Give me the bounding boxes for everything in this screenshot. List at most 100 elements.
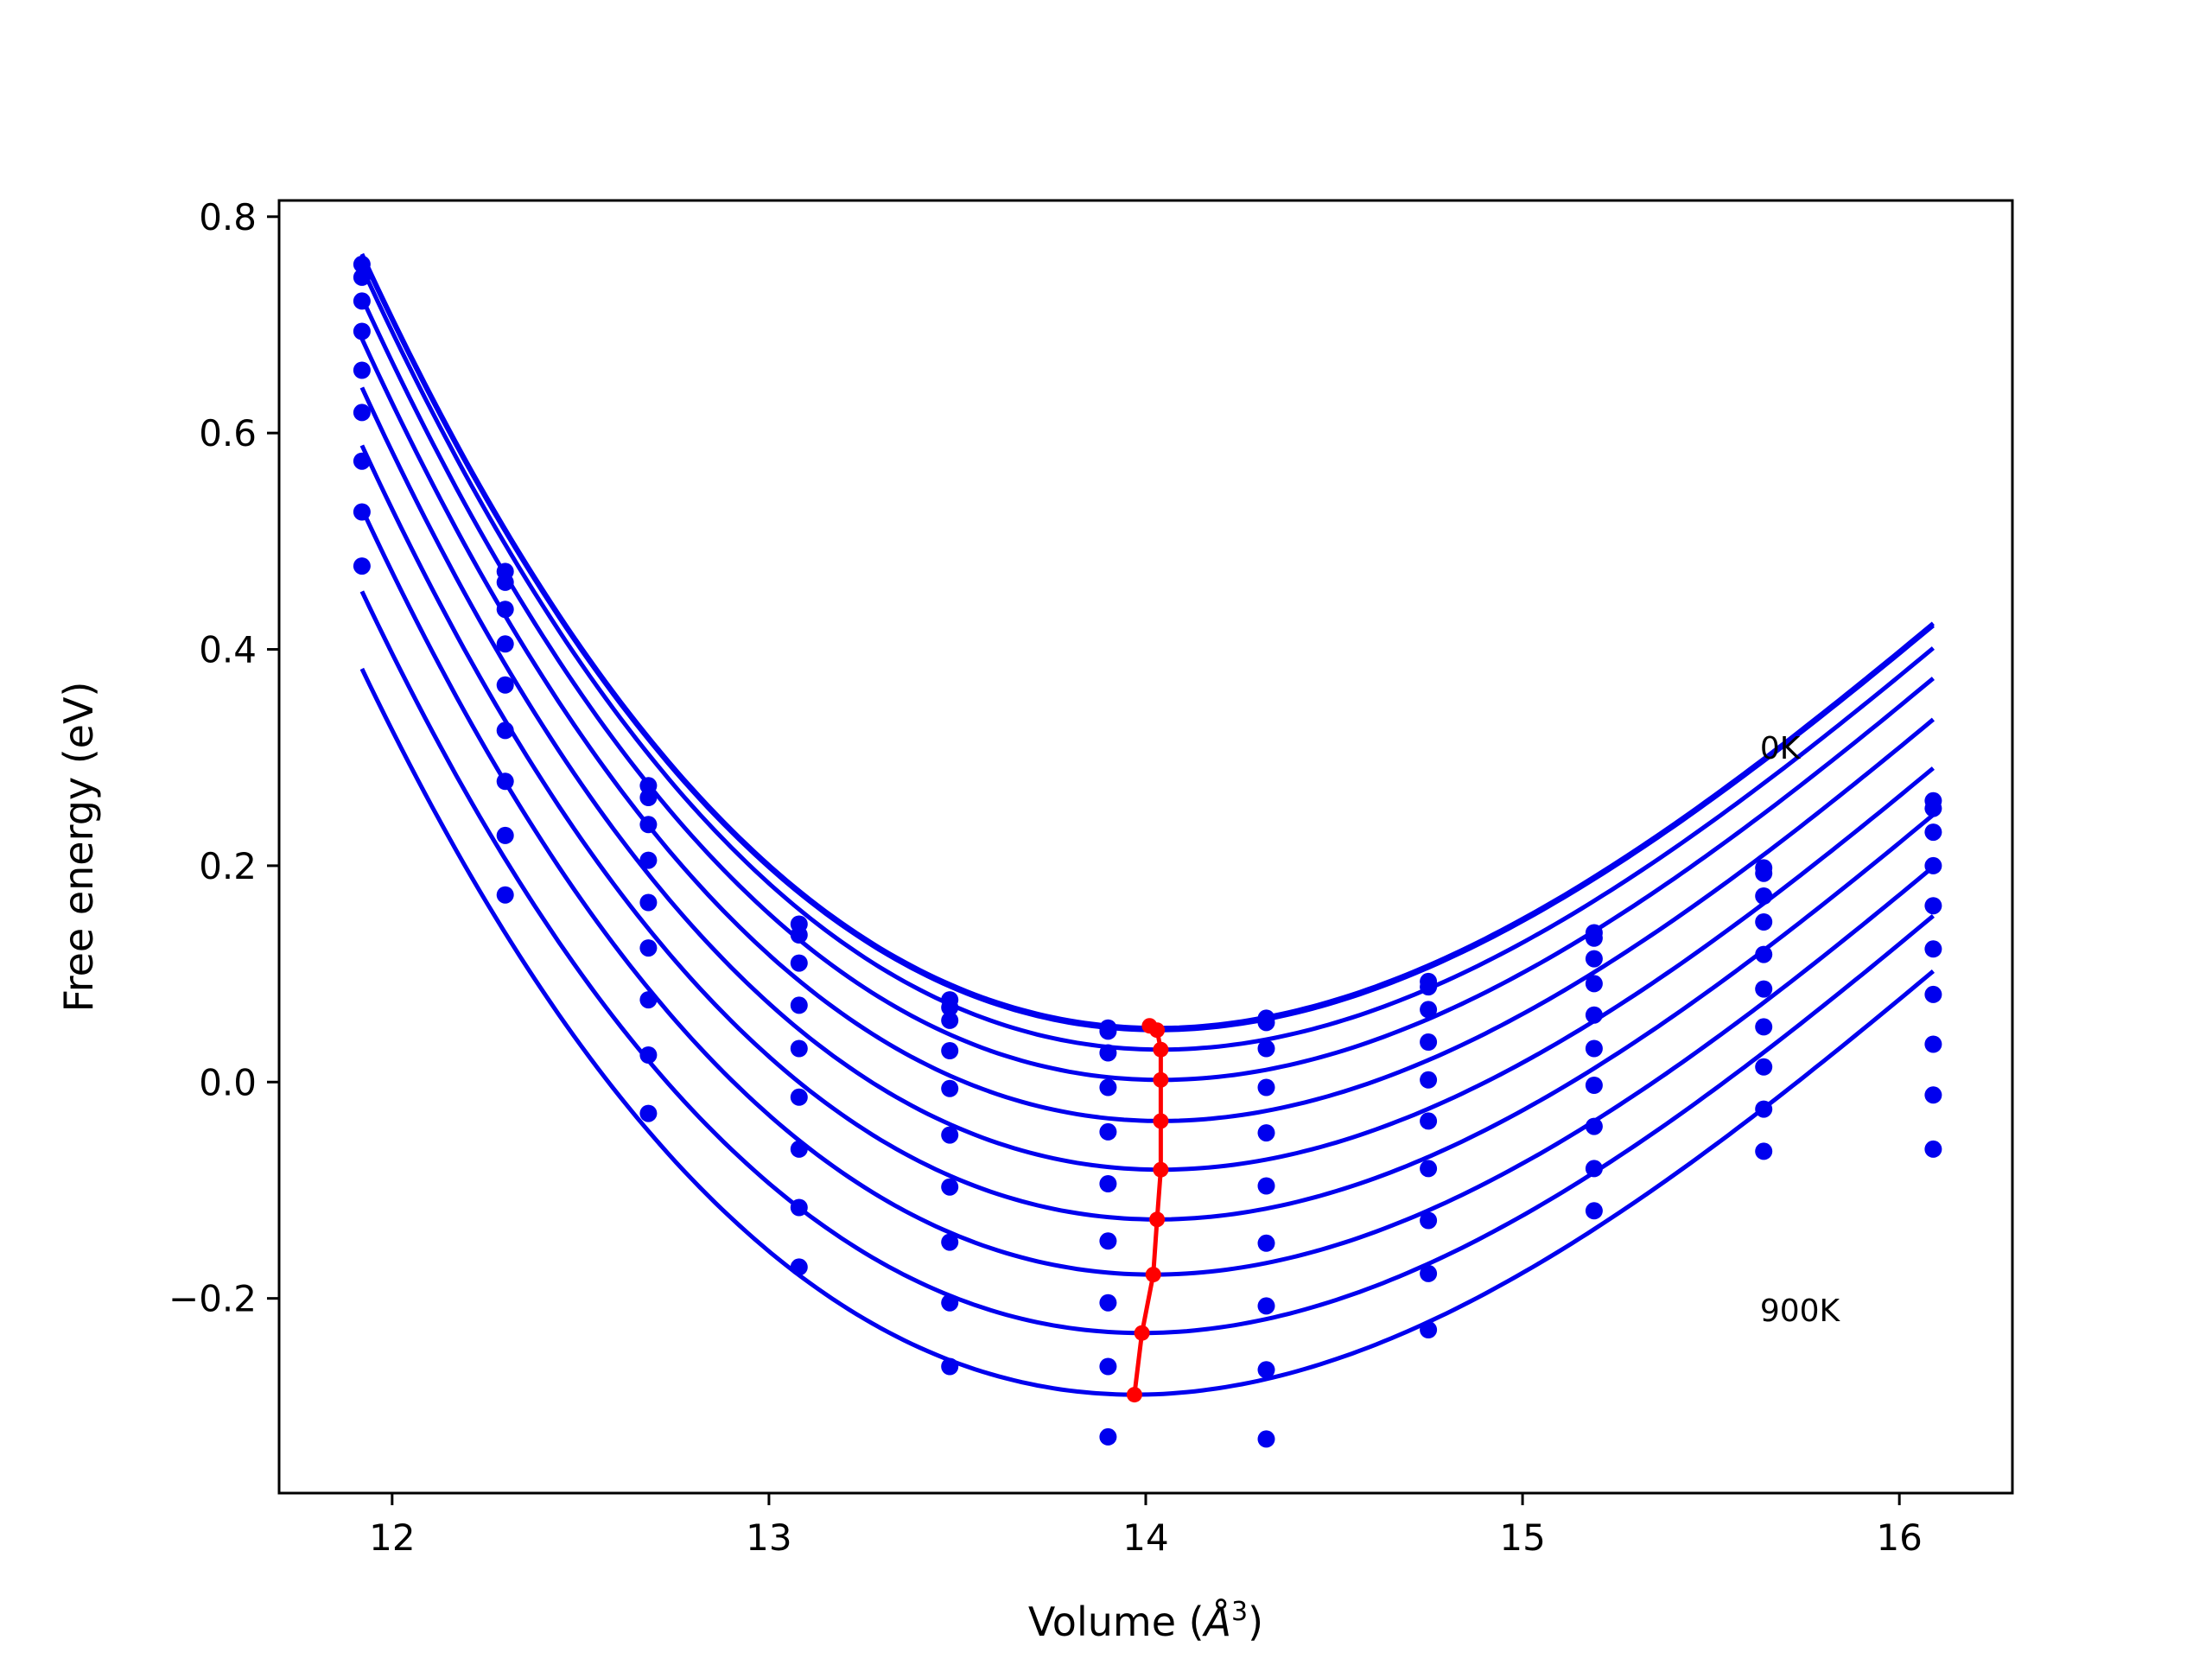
- fit-curve-9: [359, 667, 1936, 1397]
- x-axis-label-close: ): [1248, 1599, 1263, 1645]
- data-point-6-8: [1585, 1077, 1603, 1094]
- data-point-1-0: [353, 268, 371, 286]
- minimum-point-5: [1153, 1161, 1169, 1178]
- data-point-8-0: [353, 557, 371, 575]
- data-point-8-4: [941, 1294, 959, 1312]
- data-point-2-6: [1257, 1039, 1275, 1058]
- data-point-6-4: [941, 1178, 959, 1196]
- x-axis-label-exponent: 3: [1231, 1597, 1248, 1627]
- data-point-7-8: [1585, 1117, 1603, 1135]
- data-point-6-10: [1924, 985, 1942, 1003]
- data-point-6-1: [496, 772, 514, 791]
- minimum-point-2: [1153, 1041, 1169, 1058]
- data-point-9-6: [1257, 1430, 1275, 1448]
- data-point-4-8: [1585, 1006, 1603, 1024]
- data-point-1-7: [1420, 978, 1438, 996]
- data-point-8-5: [1099, 1357, 1117, 1376]
- data-point-7-9: [1755, 1058, 1773, 1076]
- data-point-2-3: [790, 954, 808, 972]
- data-point-8-6: [1257, 1361, 1275, 1379]
- data-point-7-3: [790, 1198, 808, 1217]
- data-point-1-1: [496, 573, 514, 591]
- x-tick-label-4: 16: [1876, 1516, 1922, 1559]
- data-point-6-0: [353, 452, 371, 470]
- data-point-5-7: [1420, 1112, 1438, 1130]
- data-point-7-4: [941, 1233, 959, 1251]
- data-point-6-7: [1420, 1160, 1438, 1178]
- data-point-2-9: [1755, 887, 1773, 905]
- minimum-point-6: [1149, 1211, 1166, 1228]
- data-point-1-9: [1755, 864, 1773, 882]
- data-point-4-10: [1924, 897, 1942, 915]
- data-point-2-10: [1924, 823, 1942, 842]
- data-point-8-2: [639, 1104, 658, 1122]
- data-points: [353, 255, 1942, 1448]
- data-point-7-2: [639, 1046, 658, 1064]
- y-tick-label-3: 0.4: [199, 629, 257, 671]
- y-tick-label-0: −0.2: [168, 1278, 257, 1320]
- x-tick-label-3: 15: [1499, 1516, 1545, 1559]
- y-axis-ticks: −0.2 0.0 0.2 0.4 0.6 0.8: [168, 196, 279, 1320]
- data-point-2-7: [1420, 1001, 1438, 1019]
- x-axis-label: Volume (Å3): [1028, 1597, 1263, 1645]
- fit-curve-2: [359, 266, 1936, 1052]
- data-point-7-6: [1257, 1297, 1275, 1315]
- data-point-5-2: [639, 939, 658, 957]
- annotation-0: 0K: [1760, 731, 1802, 766]
- data-point-4-3: [790, 1039, 808, 1058]
- y-tick-label-4: 0.6: [199, 412, 257, 454]
- data-point-9-10: [1924, 1140, 1942, 1158]
- minimum-line-group: [1126, 1018, 1169, 1403]
- x-tick-label-1: 13: [746, 1516, 791, 1559]
- data-point-5-4: [941, 1126, 959, 1144]
- data-point-6-2: [639, 991, 658, 1009]
- minimum-point-1: [1149, 1022, 1166, 1039]
- data-point-7-1: [496, 826, 514, 844]
- data-point-0-2: [639, 777, 658, 795]
- data-point-9-5: [1099, 1427, 1117, 1446]
- data-point-9-7: [1420, 1321, 1438, 1338]
- data-point-6-3: [790, 1140, 808, 1158]
- data-point-5-8: [1585, 1039, 1603, 1058]
- data-point-4-2: [639, 893, 658, 912]
- data-point-9-8: [1585, 1202, 1603, 1220]
- data-point-5-5: [1099, 1175, 1117, 1192]
- data-point-5-3: [790, 1088, 808, 1106]
- data-point-3-8: [1585, 975, 1603, 993]
- data-point-5-9: [1755, 980, 1773, 998]
- data-point-7-0: [353, 503, 371, 521]
- x-axis-label-unit: Å: [1202, 1599, 1231, 1645]
- data-point-8-7: [1420, 1264, 1438, 1282]
- data-point-3-9: [1755, 913, 1773, 931]
- data-point-7-10: [1924, 1035, 1942, 1053]
- y-axis-label: Free energy (eV): [55, 682, 102, 1013]
- data-point-7-5: [1099, 1294, 1117, 1312]
- annotation-1: 900K: [1760, 1294, 1841, 1329]
- data-point-1-8: [1585, 929, 1603, 947]
- data-point-1-6: [1257, 1014, 1275, 1032]
- data-point-5-1: [496, 721, 514, 740]
- data-point-3-10: [1924, 856, 1942, 874]
- data-point-3-6: [1257, 1078, 1275, 1096]
- minimum-point-4: [1153, 1113, 1169, 1129]
- x-tick-label-2: 14: [1122, 1516, 1168, 1559]
- data-point-1-3: [790, 926, 808, 944]
- data-point-3-1: [496, 635, 514, 653]
- minimum-point-3: [1153, 1071, 1169, 1088]
- data-point-5-6: [1257, 1177, 1275, 1195]
- data-point-2-1: [496, 601, 514, 619]
- data-point-2-4: [941, 1011, 959, 1029]
- data-point-4-4: [941, 1079, 959, 1097]
- data-point-1-4: [941, 998, 959, 1016]
- data-point-9-4: [941, 1357, 959, 1376]
- data-point-3-7: [1420, 1033, 1438, 1051]
- data-point-4-1: [496, 676, 514, 694]
- data-point-9-9: [1755, 1142, 1773, 1160]
- data-point-6-5: [1099, 1232, 1117, 1250]
- minimum-point-8: [1134, 1325, 1150, 1341]
- y-tick-label-1: 0.0: [199, 1061, 257, 1103]
- data-point-8-1: [496, 886, 514, 904]
- data-point-7-7: [1420, 1211, 1438, 1230]
- data-point-4-0: [353, 361, 371, 379]
